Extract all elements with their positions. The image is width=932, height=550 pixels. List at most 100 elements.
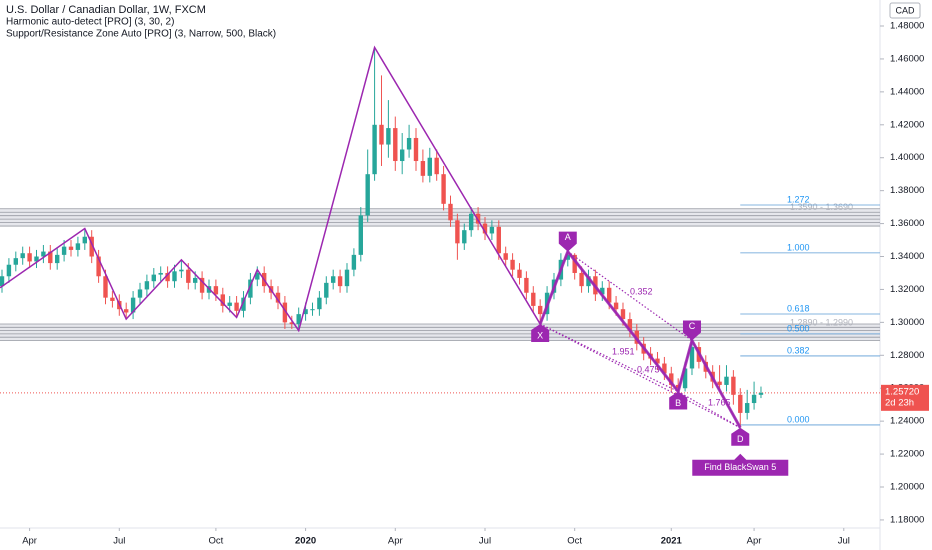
- harmonic-callout-label: Find BlackSwan 5: [704, 462, 776, 472]
- x-tick-label: Jul: [838, 536, 850, 547]
- candle-body: [296, 314, 301, 325]
- candle-body: [282, 302, 288, 323]
- harmonic-point: [731, 427, 750, 446]
- candle-body: [48, 251, 53, 264]
- y-tick-label: 1.32000: [890, 284, 924, 295]
- candle-body: [220, 294, 225, 306]
- candle-body: [482, 223, 488, 234]
- candle-body: [358, 215, 363, 255]
- x-tick-label: 2020: [295, 536, 316, 547]
- candle-body: [524, 277, 529, 293]
- y-tick-label: 1.40000: [890, 152, 924, 163]
- sr-zone: [0, 324, 880, 341]
- harmonic-point-label: B: [675, 398, 681, 408]
- candle-body: [662, 363, 667, 374]
- fib-label: 0.382: [787, 345, 810, 355]
- candle-body: [34, 256, 39, 262]
- candle-body: [586, 276, 591, 287]
- candle-body: [669, 373, 674, 385]
- fib-label: 0.000: [787, 414, 810, 424]
- y-tick-label: 1.28000: [890, 350, 924, 361]
- harmonic-point-label: C: [689, 321, 696, 331]
- candle-body: [462, 230, 467, 244]
- candle-body: [337, 276, 343, 287]
- candle-body: [123, 309, 129, 313]
- candle-body: [192, 277, 198, 283]
- indicator-label: Support/Resistance Zone Auto [PRO] (3, N…: [6, 29, 276, 40]
- harmonic-point: [669, 391, 688, 410]
- candle-body: [565, 254, 570, 260]
- candle-body: [738, 394, 743, 413]
- candle-body: [103, 276, 108, 298]
- candle-body: [751, 394, 757, 404]
- candle-body: [427, 157, 432, 176]
- candle-body: [144, 281, 150, 290]
- candle-body: [531, 292, 536, 306]
- fib-label: 0.618: [787, 303, 810, 313]
- candle-body: [27, 253, 32, 262]
- currency-box[interactable]: [889, 2, 921, 19]
- candle-body: [434, 157, 439, 175]
- y-tick-label: 1.38000: [890, 185, 924, 196]
- candle-body: [344, 269, 350, 287]
- currency: CAD: [895, 5, 915, 15]
- y-tick-label: 1.22000: [890, 449, 924, 460]
- candle-body: [379, 124, 384, 145]
- harmonic-dotted: [539, 323, 741, 429]
- candle-body: [468, 213, 474, 231]
- x-tick-label: 2021: [661, 536, 683, 547]
- candle-body: [255, 272, 260, 280]
- candle-body: [441, 174, 446, 204]
- harmonic-ratio: 1.951: [612, 346, 635, 356]
- candle-body: [248, 279, 253, 298]
- harmonic-ratio: 0.352: [630, 286, 653, 296]
- y-tick-label: 1.20000: [890, 482, 924, 493]
- x-tick-label: Jul: [479, 536, 491, 547]
- candle-body: [186, 269, 191, 283]
- zone-label: 1.3590 - 1.3690: [790, 202, 853, 212]
- y-tick-label: 1.42000: [890, 119, 924, 130]
- harmonic-point: [531, 324, 550, 343]
- y-tick-label: 1.46000: [890, 53, 924, 64]
- harmonic-dotted: [677, 390, 741, 429]
- candle-body: [289, 322, 294, 325]
- candle-body: [455, 220, 460, 244]
- candle-body: [627, 319, 633, 331]
- candle-body: [600, 287, 605, 295]
- candle-body: [393, 128, 398, 162]
- candle-body: [213, 286, 219, 295]
- harmonic-ratio: 0.475: [637, 364, 660, 374]
- candle-body: [41, 251, 46, 257]
- candle-body: [0, 276, 5, 287]
- candle-body: [503, 253, 508, 260]
- x-tick-label: Oct: [209, 536, 224, 547]
- candle-body: [6, 264, 12, 277]
- candle-body: [682, 368, 688, 389]
- candle-body: [613, 302, 619, 310]
- candle-body: [241, 297, 246, 311]
- candle-body: [620, 309, 626, 320]
- candle-body: [372, 124, 377, 175]
- candle-body: [420, 161, 426, 176]
- candle-body: [330, 276, 336, 283]
- y-tick-label: 1.18000: [890, 514, 924, 525]
- candle-body: [82, 236, 87, 244]
- candle-body: [758, 392, 764, 395]
- x-tick-label: Oct: [567, 536, 582, 547]
- candle-body: [386, 128, 391, 145]
- fib-label: 1.000: [787, 242, 810, 252]
- harmonic-point-label: X: [537, 330, 543, 340]
- candle-body: [227, 302, 232, 306]
- candle-body: [89, 236, 94, 257]
- y-tick-label: 1.44000: [890, 86, 924, 97]
- harmonic-callout: [692, 453, 789, 476]
- plot: 1.3590 - 1.3690 1.2890 - 1.2990 1.272 1.000…: [0, 45, 880, 476]
- candle-body: [199, 277, 205, 293]
- harmonic-point-label: A: [565, 232, 571, 242]
- candle-body: [158, 272, 163, 275]
- last-price-label: 1.25720: [885, 386, 919, 397]
- candle-body: [579, 272, 584, 287]
- candle-body: [744, 403, 750, 413]
- candle-body: [572, 254, 577, 273]
